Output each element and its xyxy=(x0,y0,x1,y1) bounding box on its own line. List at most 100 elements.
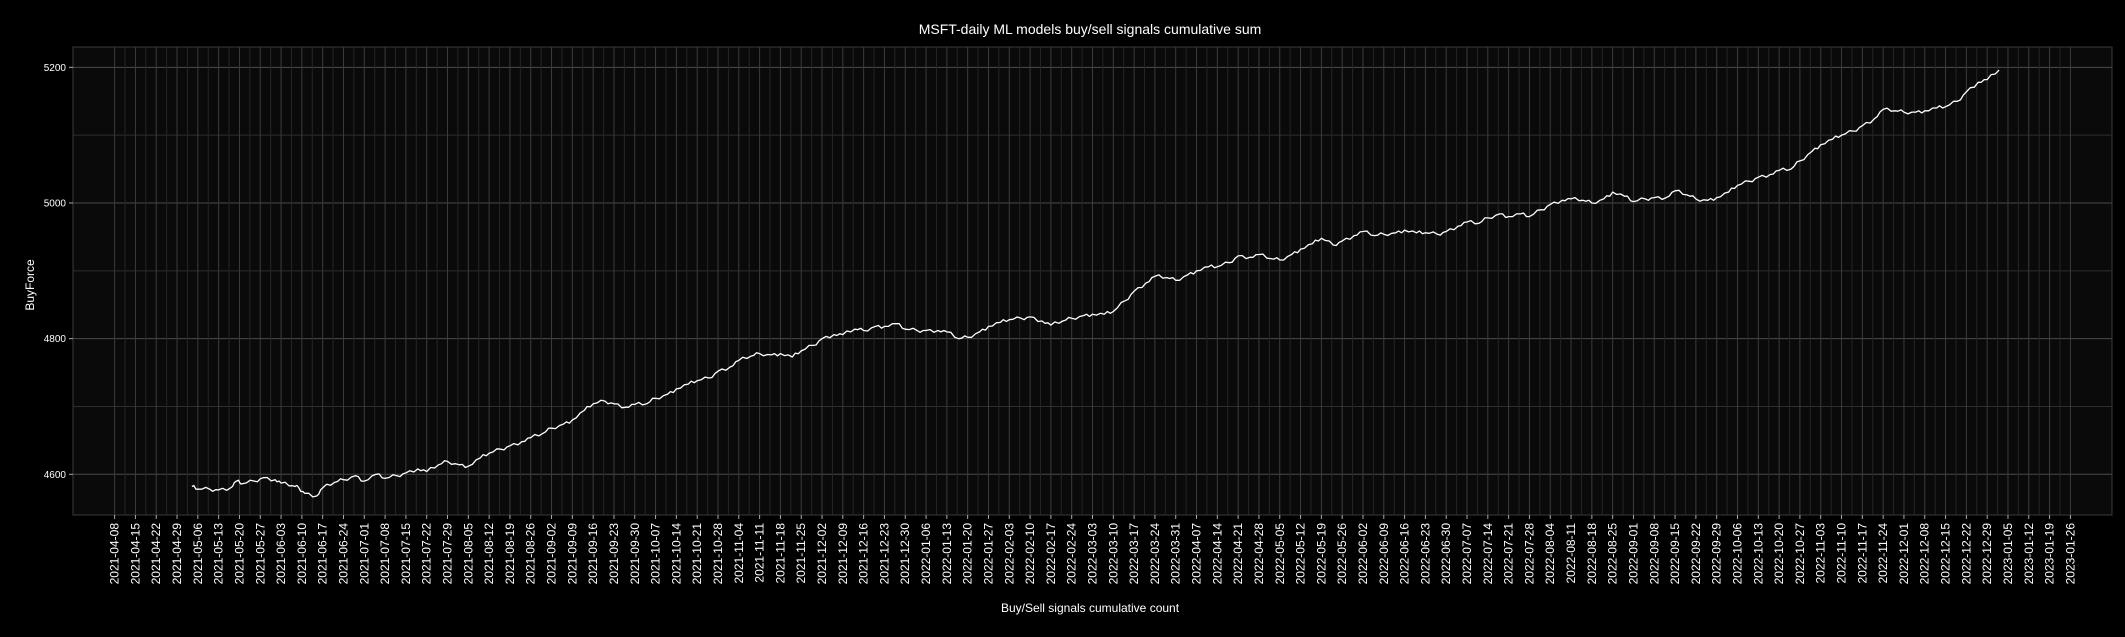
x-tick-label: 2022-12-22 xyxy=(1959,523,1973,585)
y-tick-label: 5200 xyxy=(44,63,67,74)
x-axis-label: Buy/Sell signals cumulative count xyxy=(1001,601,1180,615)
x-tick-label: 2022-07-28 xyxy=(1522,523,1536,585)
x-axis-ticks: 2021-04-08 2021-04-15 2021-04-22 2021-04-29… xyxy=(108,515,2077,585)
x-tick-label: 2021-05-13 xyxy=(212,523,226,585)
x-tick-label: 2022-09-15 xyxy=(1668,523,1682,585)
x-tick-label: 2022-01-20 xyxy=(961,523,975,585)
x-tick-label: 2021-09-02 xyxy=(545,523,559,585)
x-tick-label: 2021-12-30 xyxy=(898,523,912,585)
x-tick-label: 2021-06-17 xyxy=(316,523,330,585)
x-tick-label: 2022-07-21 xyxy=(1502,523,1516,585)
x-tick-label: 2021-07-01 xyxy=(357,523,371,585)
y-tick-label: 4800 xyxy=(44,334,67,345)
x-tick-label: 2021-07-22 xyxy=(420,523,434,585)
x-tick-label: 2021-10-07 xyxy=(649,523,663,585)
x-tick-label: 2021-05-27 xyxy=(253,523,267,585)
x-tick-label: 2021-07-15 xyxy=(399,523,413,585)
x-tick-label: 2021-11-18 xyxy=(773,523,787,584)
x-tick-label: 2021-08-05 xyxy=(461,523,475,585)
series-line xyxy=(191,69,2000,498)
x-tick-label: 2021-08-26 xyxy=(524,523,538,585)
x-tick-label: 2021-09-16 xyxy=(586,523,600,585)
y-tick-label: 5000 xyxy=(44,199,67,210)
x-tick-label: 2022-06-23 xyxy=(1418,523,1432,585)
x-tick-label: 2023-01-26 xyxy=(2063,523,2077,585)
x-tick-label: 2022-08-25 xyxy=(1606,523,1620,585)
x-tick-label: 2021-11-04 xyxy=(732,523,746,584)
x-tick-label: 2023-01-19 xyxy=(2043,523,2057,585)
x-tick-label: 2022-04-14 xyxy=(1210,523,1224,585)
x-tick-label: 2021-05-06 xyxy=(191,523,205,585)
x-tick-label: 2022-12-15 xyxy=(1939,523,1953,585)
x-tick-label: 2021-04-08 xyxy=(108,523,122,585)
x-tick-label: 2022-01-13 xyxy=(940,523,954,585)
x-tick-label: 2022-10-27 xyxy=(1793,523,1807,585)
x-tick-label: 2021-04-15 xyxy=(128,523,142,585)
x-tick-label: 2022-03-24 xyxy=(1148,523,1162,585)
x-tick-label: 2021-06-24 xyxy=(336,523,350,585)
x-tick-label: 2022-09-08 xyxy=(1647,523,1661,585)
x-tick-label: 2022-07-14 xyxy=(1481,523,1495,585)
x-tick-label: 2022-12-29 xyxy=(1980,523,1994,585)
x-tick-label: 2022-12-08 xyxy=(1918,523,1932,585)
x-tick-label: 2022-09-29 xyxy=(1710,523,1724,585)
x-tick-label: 2021-12-16 xyxy=(857,523,871,585)
x-tick-label: 2022-05-26 xyxy=(1335,523,1349,585)
x-tick-label: 2022-06-09 xyxy=(1377,523,1391,585)
x-tick-label: 2022-06-16 xyxy=(1398,523,1412,585)
x-tick-label: 2022-11-17 xyxy=(1855,523,1869,584)
x-tick-label: 2022-08-18 xyxy=(1585,523,1599,585)
x-tick-label: 2022-12-01 xyxy=(1897,523,1911,585)
x-tick-label: 2022-11-24 xyxy=(1876,523,1890,584)
x-tick-label: 2021-09-23 xyxy=(607,523,621,585)
x-tick-label: 2021-09-30 xyxy=(628,523,642,585)
x-tick-label: 2021-08-12 xyxy=(482,523,496,585)
x-tick-label: 2022-03-31 xyxy=(1169,523,1183,585)
y-axis-label: BuyForce xyxy=(23,259,37,311)
x-tick-label: 2022-09-01 xyxy=(1626,523,1640,585)
x-tick-label: 2021-12-02 xyxy=(815,523,829,585)
x-tick-label: 2021-08-19 xyxy=(503,523,517,585)
x-tick-label: 2022-03-10 xyxy=(1106,523,1120,585)
x-tick-label: 2021-05-20 xyxy=(232,523,246,585)
x-tick-label: 2021-10-21 xyxy=(690,523,704,585)
grid xyxy=(73,47,2112,515)
x-tick-label: 2021-09-09 xyxy=(565,523,579,585)
x-tick-label: 2021-10-14 xyxy=(669,523,683,585)
x-tick-label: 2023-01-05 xyxy=(2001,523,2015,585)
x-tick-label: 2022-11-03 xyxy=(1814,523,1828,584)
x-tick-label: 2022-01-06 xyxy=(919,523,933,585)
x-tick-label: 2022-05-19 xyxy=(1314,523,1328,585)
x-tick-label: 2022-06-02 xyxy=(1356,523,1370,585)
chart-title: MSFT-daily ML models buy/sell signals cu… xyxy=(919,21,1262,37)
x-tick-label: 2022-01-27 xyxy=(981,523,995,585)
x-tick-label: 2022-05-05 xyxy=(1273,523,1287,585)
x-tick-label: 2021-11-11 xyxy=(753,523,767,583)
x-tick-label: 2021-07-29 xyxy=(441,523,455,585)
x-tick-label: 2022-07-07 xyxy=(1460,523,1474,585)
x-tick-label: 2021-07-08 xyxy=(378,523,392,585)
x-tick-label: 2022-02-10 xyxy=(1023,523,1037,585)
x-tick-label: 2021-06-03 xyxy=(274,523,288,585)
x-tick-label: 2022-06-30 xyxy=(1439,523,1453,585)
x-tick-label: 2021-04-29 xyxy=(170,523,184,585)
x-tick-label: 2022-05-12 xyxy=(1294,523,1308,585)
x-tick-label: 2021-12-23 xyxy=(877,523,891,585)
x-tick-label: 2022-04-21 xyxy=(1231,523,1245,585)
x-tick-label: 2022-08-04 xyxy=(1543,523,1557,585)
x-tick-label: 2021-10-28 xyxy=(711,523,725,585)
x-tick-label: 2022-02-17 xyxy=(1044,523,1058,585)
x-tick-label: 2022-10-13 xyxy=(1751,523,1765,585)
x-tick-label: 2022-02-03 xyxy=(1002,523,1016,585)
x-tick-label: 2022-10-06 xyxy=(1730,523,1744,585)
x-tick-label: 2021-06-10 xyxy=(295,523,309,585)
x-tick-label: 2023-01-12 xyxy=(2022,523,2036,585)
x-tick-label: 2021-12-09 xyxy=(836,523,850,585)
x-tick-label: 2022-11-10 xyxy=(1835,523,1849,584)
x-tick-label: 2021-11-25 xyxy=(794,523,808,584)
x-tick-label: 2022-04-28 xyxy=(1252,523,1266,585)
x-tick-label: 2022-04-07 xyxy=(1190,523,1204,585)
x-tick-label: 2022-08-11 xyxy=(1564,523,1578,584)
x-tick-label: 2022-10-20 xyxy=(1772,523,1786,585)
